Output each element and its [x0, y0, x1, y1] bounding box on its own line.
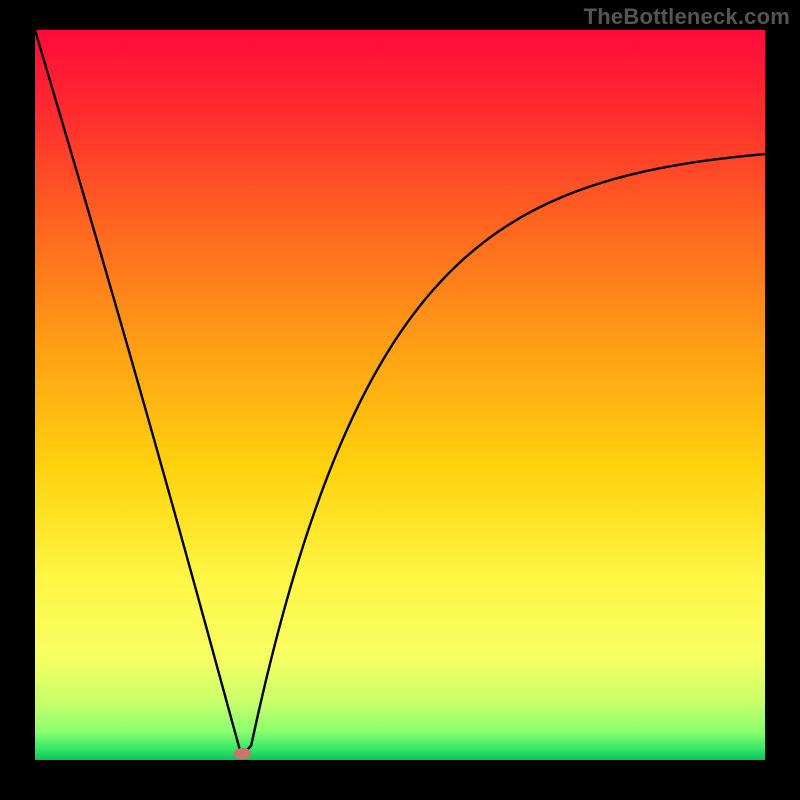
- chart-container: TheBottleneck.com: [0, 0, 800, 800]
- plot-bg: [35, 30, 765, 760]
- chart-svg: [0, 0, 800, 800]
- watermark-text: TheBottleneck.com: [584, 4, 790, 30]
